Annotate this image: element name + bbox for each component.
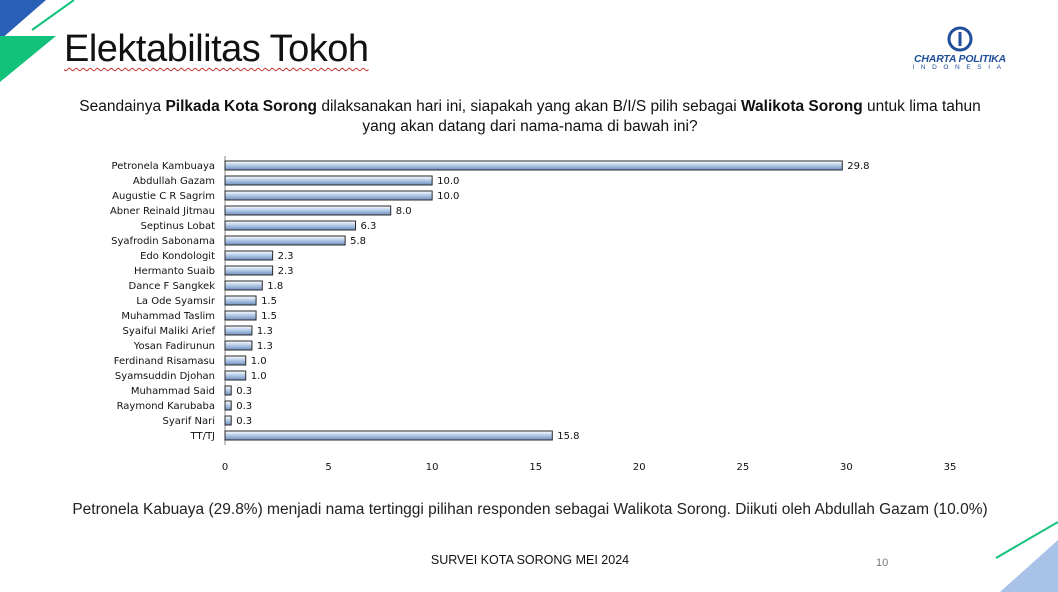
bar xyxy=(224,265,274,276)
category-label: Muhammad Said xyxy=(131,386,215,397)
electability-bar-chart: Petronela Kambuaya 29.8 Abdullah Gazam 10.0… xyxy=(110,156,957,470)
question-text-1: Seandainya xyxy=(79,98,166,115)
data-label: 10.0 xyxy=(437,191,459,202)
bar xyxy=(224,310,257,321)
footer-survey-label: SURVEI KOTA SORONG MEI 2024 xyxy=(430,553,630,567)
category-label: Abdullah Gazam xyxy=(133,176,215,187)
question-bold-1: Pilkada Kota Sorong xyxy=(165,98,318,115)
data-label: 1.5 xyxy=(261,311,277,322)
logo-emblem-icon xyxy=(947,26,973,52)
x-tick-label: 10 xyxy=(426,462,439,470)
category-label: Augustie C R Sagrim xyxy=(112,191,215,202)
data-label: 1.3 xyxy=(257,341,273,352)
data-label: 5.8 xyxy=(350,236,366,247)
bar xyxy=(224,190,433,201)
bar xyxy=(224,160,843,171)
summary-text: Petronela Kabuaya (29.8%) menjadi nama t… xyxy=(72,501,988,518)
corner-decoration-bottom-right xyxy=(995,521,1058,592)
x-tick-label: 25 xyxy=(736,462,749,470)
bar xyxy=(224,325,253,336)
bar xyxy=(224,355,247,366)
data-label: 10.0 xyxy=(437,176,459,187)
data-label: 8.0 xyxy=(396,206,412,217)
bar xyxy=(224,205,392,216)
category-label: Yosan Fadirunun xyxy=(133,341,215,352)
bar xyxy=(224,370,247,381)
bar xyxy=(224,385,232,396)
corner-decoration-top-left xyxy=(0,0,75,82)
survey-question: Seandainya Pilkada Kota Sorong dilaksana… xyxy=(70,97,990,137)
x-tick-label: 0 xyxy=(222,462,228,470)
logo-name: CHARTA POLITIKA xyxy=(914,53,1006,65)
data-label: 2.3 xyxy=(278,266,294,277)
data-label: 1.5 xyxy=(261,296,277,307)
x-tick-label: 35 xyxy=(944,462,957,470)
data-label: 0.3 xyxy=(236,401,252,412)
data-label: 0.3 xyxy=(236,416,252,427)
data-label: 29.8 xyxy=(847,161,869,172)
bar xyxy=(224,250,274,261)
bar xyxy=(224,220,356,231)
x-tick-label: 30 xyxy=(840,462,853,470)
category-label: Septinus Lobat xyxy=(140,221,215,232)
page-title: Elektabilitas Tokoh xyxy=(64,28,369,70)
category-label: Syaiful Maliki Arief xyxy=(123,326,216,337)
category-label: Raymond Karubaba xyxy=(117,401,215,412)
data-label: 1.8 xyxy=(267,281,283,292)
category-label: Dance F Sangkek xyxy=(129,281,216,292)
data-label: 2.3 xyxy=(278,251,294,262)
x-tick-label: 15 xyxy=(529,462,542,470)
category-label: Syamsuddin Djohan xyxy=(115,371,215,382)
category-label: Edo Kondologit xyxy=(140,251,215,262)
question-text-3: untuk lima tahun yang akan datang dari n… xyxy=(362,98,981,135)
category-label: Syafrodin Sabonama xyxy=(111,236,215,247)
data-label: 15.8 xyxy=(557,431,579,442)
category-label: Petronela Kambuaya xyxy=(112,161,215,172)
x-tick-label: 20 xyxy=(633,462,646,470)
data-label: 1.0 xyxy=(251,371,267,382)
bar xyxy=(224,415,232,426)
data-label: 0.3 xyxy=(236,386,252,397)
bar xyxy=(224,280,263,291)
bar xyxy=(224,175,433,186)
question-text-2: dilaksanakan hari ini, siapakah yang aka… xyxy=(317,98,741,115)
category-label: Ferdinand Risamasu xyxy=(114,356,215,367)
data-label: 1.3 xyxy=(257,326,273,337)
category-label: Muhammad Taslim xyxy=(121,311,215,322)
bar xyxy=(224,430,553,441)
bar xyxy=(224,400,232,411)
category-label: La Ode Syamsir xyxy=(136,296,216,307)
charta-politika-logo: CHARTA POLITIKA INDONESIA xyxy=(898,26,1022,71)
category-label: Hermanto Suaib xyxy=(134,266,215,277)
data-label: 1.0 xyxy=(251,356,267,367)
bar xyxy=(224,235,346,246)
x-tick-label: 5 xyxy=(325,462,331,470)
data-label: 6.3 xyxy=(361,221,377,232)
bar xyxy=(224,295,257,306)
category-label: TT/TJ xyxy=(190,431,215,442)
category-label: Abner Reinald Jitmau xyxy=(110,206,215,217)
logo-subtitle: INDONESIA xyxy=(912,64,1008,71)
bar xyxy=(224,340,253,351)
question-bold-2: Walikota Sorong xyxy=(740,98,863,115)
page-number: 10 xyxy=(876,557,889,569)
category-label: Syarif Nari xyxy=(163,416,215,427)
